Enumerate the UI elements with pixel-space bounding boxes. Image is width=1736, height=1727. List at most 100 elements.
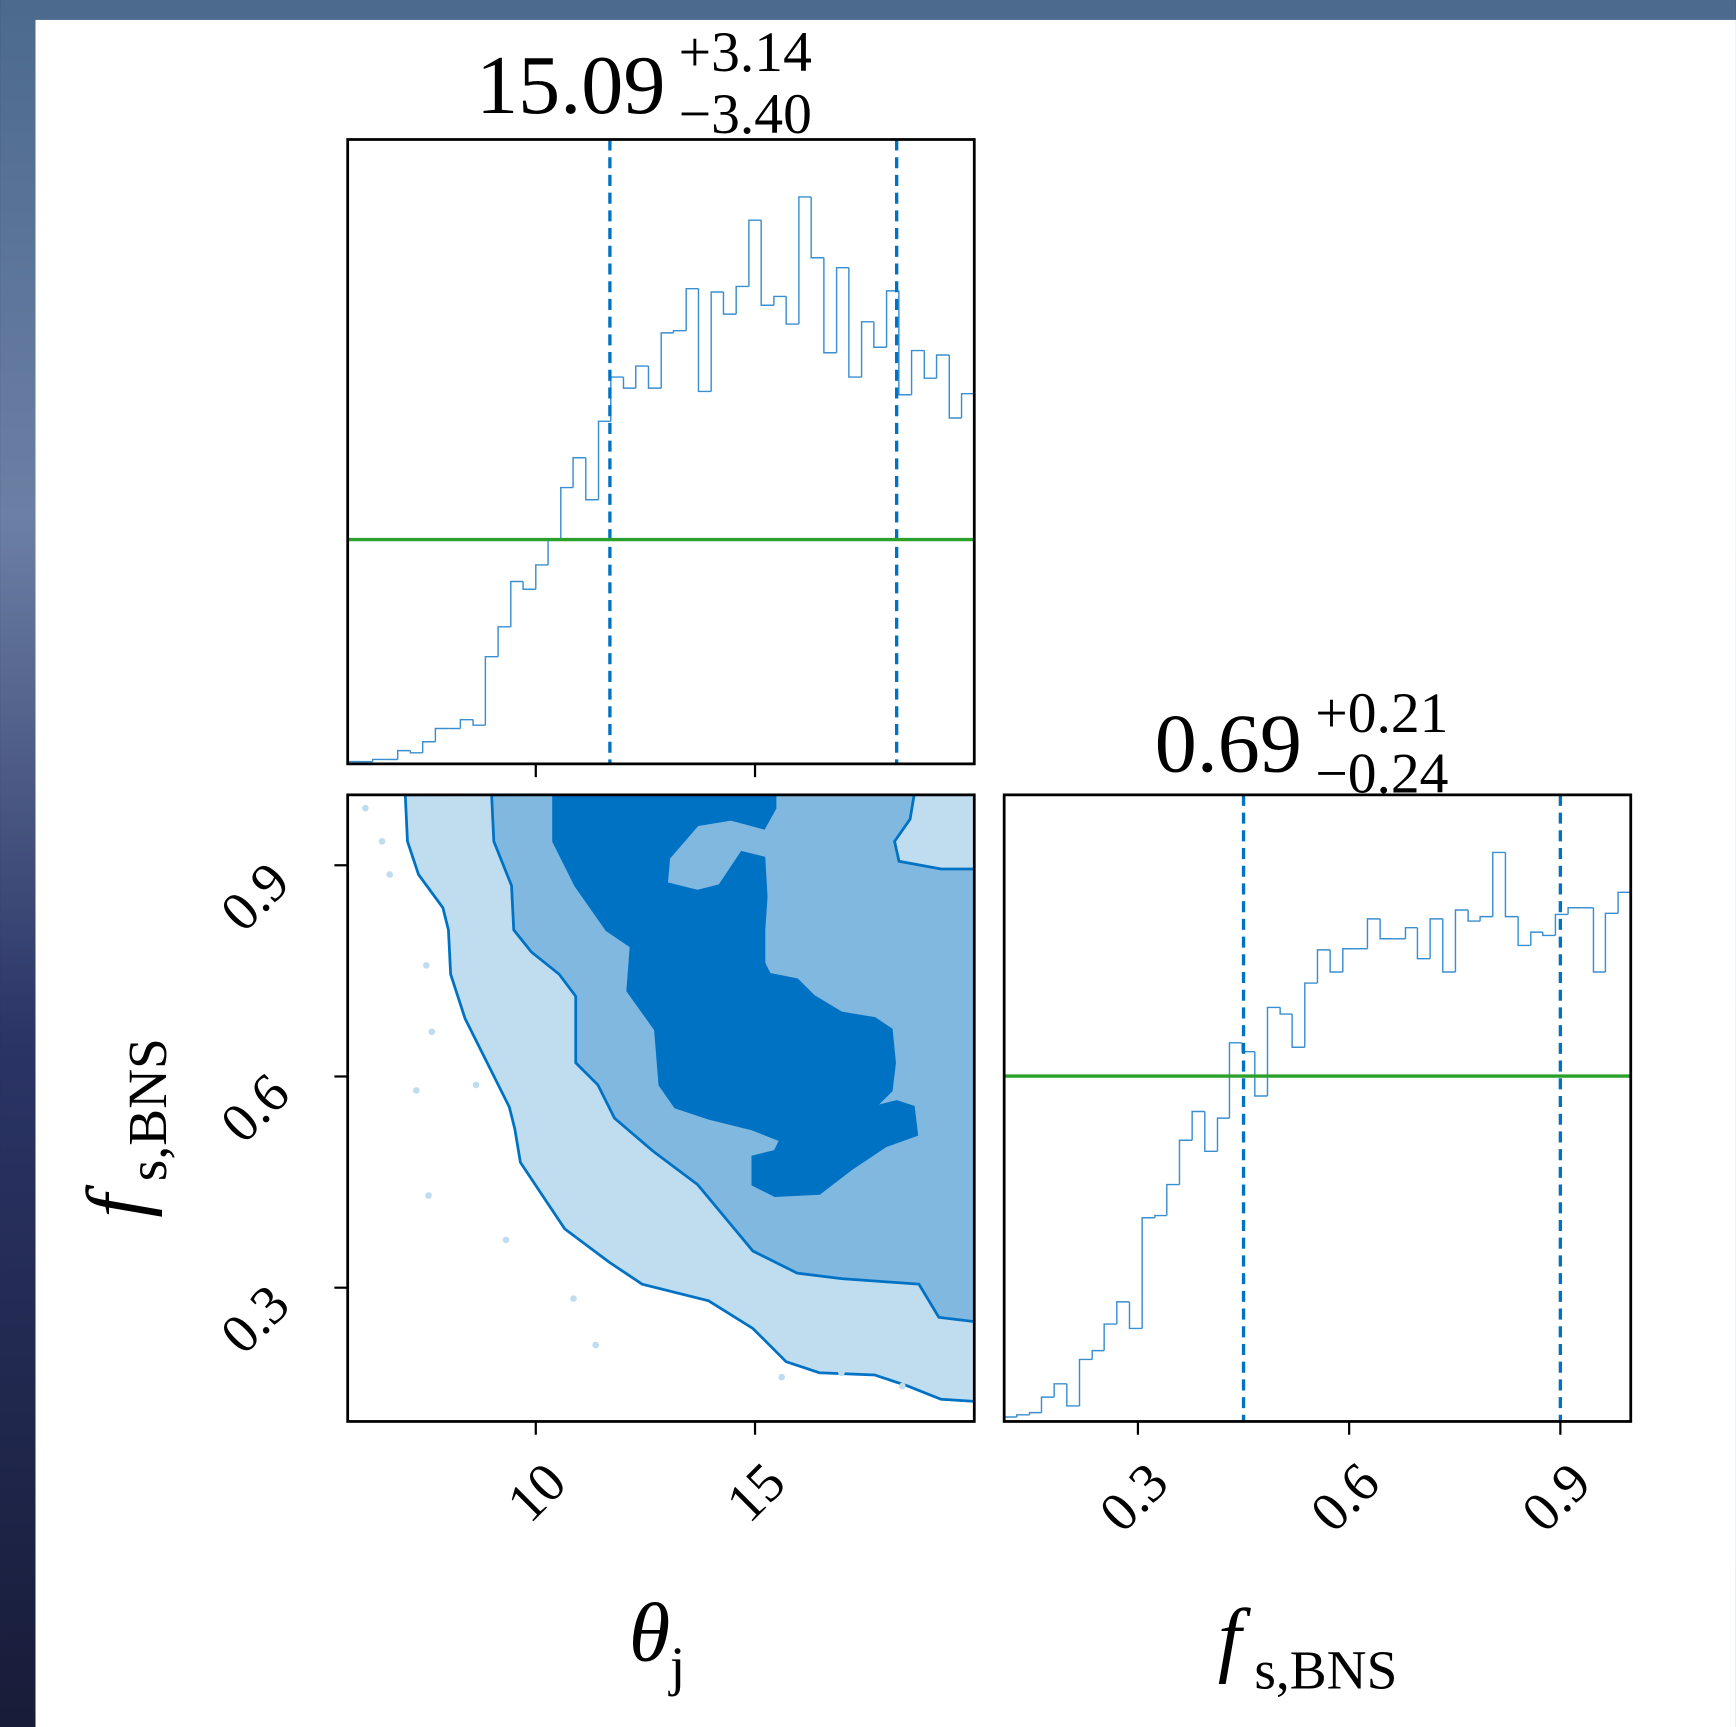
histogram-step bbox=[472, 719, 486, 726]
sample bbox=[838, 1369, 845, 1377]
histogram-step bbox=[1204, 1111, 1218, 1153]
histogram-step bbox=[773, 295, 787, 306]
histogram-step bbox=[910, 349, 925, 395]
y-axis-label-sub: s,BNS bbox=[117, 1038, 178, 1181]
histogram-step bbox=[748, 219, 762, 287]
histogram-step bbox=[672, 329, 687, 333]
histogram-step bbox=[873, 321, 887, 348]
histogram-step bbox=[1530, 931, 1543, 946]
contours bbox=[362, 794, 975, 1403]
histogram-step bbox=[510, 580, 524, 627]
histogram-step bbox=[585, 457, 599, 501]
histogram-step bbox=[1404, 926, 1418, 939]
histogram-step bbox=[459, 718, 474, 729]
histogram-step bbox=[1291, 1014, 1305, 1048]
histogram-step bbox=[710, 291, 724, 392]
histogram-step bbox=[1040, 1396, 1055, 1413]
histogram-step bbox=[1492, 851, 1506, 917]
histogram-step bbox=[1141, 1217, 1155, 1329]
histogram-step bbox=[1254, 1051, 1268, 1097]
histogram-step bbox=[1517, 916, 1531, 947]
title: 15.09 bbox=[476, 39, 665, 132]
histogram-step bbox=[1542, 932, 1556, 937]
title-sub: −3.40 bbox=[679, 83, 812, 146]
histogram-step bbox=[1228, 1042, 1243, 1119]
sample bbox=[378, 838, 386, 845]
axes-frame bbox=[346, 138, 976, 766]
histogram-step bbox=[1128, 1301, 1143, 1330]
sample bbox=[592, 1341, 599, 1349]
histogram-step bbox=[1053, 1383, 1067, 1398]
histogram-step bbox=[371, 758, 386, 762]
histogram-step bbox=[635, 365, 649, 389]
histogram-step bbox=[1416, 927, 1431, 960]
histogram-step bbox=[535, 564, 549, 590]
sample bbox=[778, 1373, 785, 1381]
title-sup: +3.14 bbox=[679, 21, 812, 84]
histogram-step bbox=[421, 741, 436, 753]
histogram-step bbox=[848, 267, 862, 378]
title: 0.69 bbox=[1155, 698, 1302, 791]
histogram-step bbox=[1592, 907, 1606, 973]
histogram-step bbox=[597, 420, 611, 500]
histogram-step bbox=[522, 581, 536, 590]
histogram-step bbox=[1504, 852, 1519, 918]
sample bbox=[898, 1382, 906, 1390]
histogram-step bbox=[1454, 909, 1469, 972]
histogram-step bbox=[1604, 912, 1619, 972]
histogram-step bbox=[572, 457, 586, 488]
contour-inner bbox=[552, 794, 919, 1198]
sample bbox=[413, 1087, 420, 1094]
axes-frame bbox=[346, 793, 976, 1423]
histogram-step bbox=[1028, 1411, 1042, 1415]
histogram-step bbox=[1191, 1110, 1205, 1141]
histogram-step bbox=[484, 655, 499, 726]
histogram-step bbox=[1479, 915, 1493, 922]
histogram-step bbox=[898, 290, 912, 396]
histogram-step bbox=[935, 354, 950, 379]
samples bbox=[362, 804, 906, 1390]
histogram-step bbox=[885, 290, 899, 348]
histogram-step bbox=[1154, 1214, 1167, 1218]
histogram-step bbox=[1166, 1183, 1180, 1216]
histogram-step bbox=[1279, 1007, 1293, 1015]
histogram-step bbox=[1442, 918, 1456, 973]
x-axis-label: θ bbox=[629, 1587, 670, 1680]
histogram-step bbox=[760, 220, 774, 306]
histogram-step bbox=[835, 266, 849, 353]
title-sup: +0.21 bbox=[1315, 682, 1448, 745]
sample bbox=[570, 1295, 577, 1302]
sample bbox=[362, 804, 369, 812]
histogram-step bbox=[1103, 1323, 1117, 1351]
histogram-step bbox=[685, 287, 699, 331]
histogram-step bbox=[923, 350, 937, 379]
histogram-step bbox=[722, 291, 737, 315]
histogram-step bbox=[1016, 1414, 1030, 1418]
histogram-step bbox=[1216, 1117, 1230, 1152]
contour-hole bbox=[773, 821, 783, 849]
histogram-step bbox=[560, 486, 574, 540]
sample bbox=[386, 871, 394, 878]
histogram-step bbox=[622, 377, 636, 389]
histogram-step bbox=[1379, 918, 1393, 940]
sample bbox=[422, 962, 430, 969]
sample bbox=[472, 1081, 480, 1089]
histogram-step bbox=[1342, 948, 1355, 972]
histogram-step bbox=[1567, 907, 1581, 915]
histogram-step bbox=[1329, 949, 1343, 973]
histogram-step bbox=[647, 366, 662, 389]
histogram-step bbox=[1304, 982, 1318, 1048]
histogram-step bbox=[409, 750, 423, 754]
histogram-step bbox=[497, 626, 511, 657]
x-axis-label-sub: j bbox=[668, 1636, 685, 1697]
histogram-step bbox=[1178, 1139, 1193, 1185]
histogram-step bbox=[798, 196, 812, 325]
axes-frame bbox=[1002, 793, 1633, 1423]
histogram-step bbox=[810, 196, 824, 259]
histogram-step bbox=[1366, 918, 1381, 949]
sample bbox=[502, 1236, 510, 1244]
histogram-step bbox=[1078, 1358, 1093, 1406]
histogram-step bbox=[1266, 1006, 1281, 1096]
histogram-step bbox=[1316, 949, 1331, 984]
